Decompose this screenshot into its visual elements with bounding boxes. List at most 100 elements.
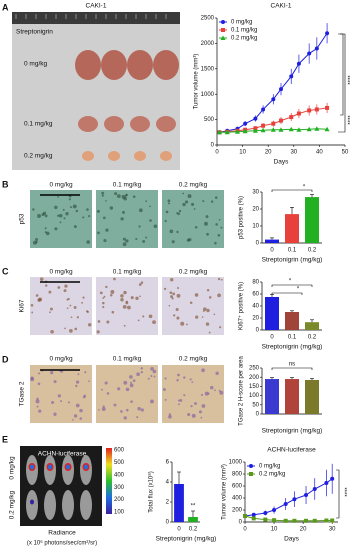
- y-tick-label: 20: [252, 207, 259, 213]
- cell: [101, 191, 105, 195]
- cell: [101, 194, 104, 197]
- cell: [82, 296, 85, 299]
- cell: [125, 408, 129, 412]
- cell: [194, 293, 199, 297]
- cell: [173, 314, 176, 317]
- cell: [176, 316, 180, 320]
- cell: [49, 311, 51, 314]
- cell: [135, 237, 138, 241]
- cell: [126, 305, 131, 310]
- cell: [39, 277, 44, 281]
- cell: [206, 308, 210, 313]
- cell: [176, 379, 179, 382]
- cell: [168, 304, 171, 307]
- column-label: 0 mg/kg: [49, 182, 73, 189]
- cell: [183, 394, 186, 397]
- point: [271, 121, 276, 126]
- x-axis-label: Streptonigrin (mg/kg): [156, 536, 217, 543]
- cell: [79, 408, 83, 413]
- point: [272, 518, 277, 523]
- cell: [105, 228, 109, 232]
- point: [304, 493, 309, 497]
- cell: [120, 217, 124, 221]
- cell: [69, 206, 72, 209]
- point: [324, 518, 329, 523]
- cell: [139, 295, 141, 298]
- point: [279, 118, 283, 123]
- cell: [219, 326, 222, 329]
- cell: [189, 378, 192, 381]
- point: [261, 123, 266, 128]
- cell: [214, 241, 217, 245]
- cell: [110, 290, 115, 294]
- y-tick-label: 0: [256, 328, 260, 334]
- point: [263, 517, 268, 522]
- y-tick-label: 200: [249, 375, 260, 381]
- cell: [140, 370, 144, 374]
- significance-bracket: [271, 367, 313, 370]
- tumor: [78, 116, 98, 132]
- point: [251, 516, 256, 521]
- cell: [120, 294, 124, 298]
- cell: [113, 403, 117, 407]
- bar: [305, 197, 319, 243]
- cell: [111, 310, 115, 314]
- bar: [265, 297, 279, 330]
- cell: [123, 290, 127, 295]
- cell: [202, 310, 205, 312]
- histology-image: [96, 277, 158, 335]
- point: [234, 129, 240, 134]
- cell: [67, 297, 70, 301]
- legend-marker: [221, 20, 225, 24]
- cell: [88, 380, 90, 383]
- cell: [101, 388, 103, 391]
- point: [306, 126, 312, 132]
- column-label: 0.1 mg/kg: [113, 356, 142, 363]
- signal: [66, 464, 70, 470]
- x-tick-label: 0.2: [189, 527, 198, 533]
- x-tick-label: 30: [290, 150, 297, 156]
- cell: [221, 278, 223, 281]
- row-label: Ki67: [19, 299, 26, 312]
- cell: [214, 389, 216, 392]
- point: [307, 108, 312, 113]
- x-tick-label: 10: [239, 150, 246, 156]
- annotation: **: [191, 504, 196, 510]
- x-tick-label: 0.1: [288, 248, 297, 254]
- panel-label: A: [2, 2, 9, 12]
- cell: [206, 232, 209, 236]
- cell: [168, 413, 171, 416]
- legend-marker: [221, 28, 225, 32]
- cell: [122, 237, 126, 241]
- point: [296, 127, 302, 132]
- y-tick-label: 500: [204, 117, 215, 123]
- cell: [177, 373, 180, 377]
- cell: [215, 371, 219, 375]
- x-tick-label: 50: [342, 150, 349, 156]
- cell: [45, 284, 48, 287]
- y-tick-label: 800: [232, 472, 243, 478]
- cell: [195, 315, 199, 319]
- column-label: 0 mg/kg: [49, 269, 73, 276]
- cell: [200, 416, 203, 419]
- y-tick-label: 0: [256, 412, 260, 418]
- cell: [147, 377, 150, 380]
- point: [253, 116, 258, 121]
- cell: [53, 412, 57, 416]
- point: [283, 518, 288, 523]
- cell: [190, 202, 195, 206]
- tumor: [101, 50, 127, 80]
- cell: [149, 399, 154, 404]
- cell: [86, 208, 89, 211]
- column-label: 0.2 mg/kg: [179, 356, 208, 363]
- cell: [213, 313, 216, 316]
- cell: [179, 398, 183, 402]
- annotation: *: [297, 287, 300, 293]
- point: [263, 511, 268, 515]
- cell: [184, 200, 189, 204]
- bar: [285, 214, 299, 243]
- annotation: *: [303, 185, 306, 191]
- colorbar-tick-label: 500: [114, 460, 125, 466]
- y-tick-label: 0: [256, 241, 260, 247]
